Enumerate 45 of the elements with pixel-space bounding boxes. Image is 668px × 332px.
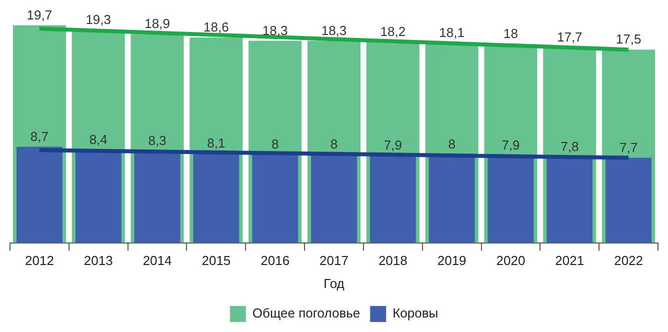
legend-label: Коровы	[392, 306, 438, 321]
data-label: 7,9	[384, 138, 402, 153]
data-label: 8	[271, 136, 279, 152]
data-label: 18,2	[380, 24, 406, 39]
bar	[488, 156, 534, 243]
data-label: 18,6	[204, 20, 229, 35]
data-label: 19,3	[86, 12, 112, 27]
x-tick-label: 2012	[24, 253, 54, 268]
x-tick-label: 2022	[614, 253, 644, 268]
data-label: 19,7	[26, 7, 52, 22]
x-tick-label: 2016	[260, 253, 290, 268]
x-axis-title: Год	[324, 276, 345, 291]
data-label: 18,3	[262, 22, 288, 38]
x-tick-label: 2015	[202, 253, 231, 268]
data-label: 18	[503, 26, 518, 42]
x-tick-label: 2021	[555, 253, 584, 268]
data-label: 8,3	[148, 133, 166, 148]
bar	[16, 146, 62, 243]
bar	[370, 156, 416, 243]
data-label: 7,9	[502, 138, 520, 153]
data-label: 17,5	[616, 32, 642, 47]
data-label: 8,7	[30, 128, 48, 144]
data-label: 17,7	[556, 29, 582, 44]
x-tick-label: 2020	[496, 253, 526, 268]
data-label: 8	[330, 136, 338, 152]
x-tick-label: 2018	[378, 253, 408, 268]
legend-label: Общее поголовье	[252, 306, 360, 321]
bar	[134, 151, 180, 243]
bar	[252, 154, 298, 243]
data-label: 18,1	[439, 25, 464, 40]
data-label: 18,3	[321, 22, 347, 38]
x-tick-label: 2014	[142, 253, 172, 268]
bar	[546, 156, 593, 243]
data-label: 7,7	[620, 140, 638, 155]
data-label: 8,1	[207, 135, 226, 150]
bar	[193, 153, 240, 243]
data-label: 8,4	[89, 132, 108, 148]
x-tick-label: 2017	[320, 253, 348, 268]
bar	[311, 154, 357, 243]
bar	[606, 158, 652, 243]
data-label: 18,9	[144, 16, 170, 32]
data-label: 8	[448, 136, 456, 152]
x-tick-label: 2013	[84, 253, 113, 268]
x-tick-label: 2019	[437, 253, 466, 268]
data-label: 7,8	[560, 138, 579, 154]
